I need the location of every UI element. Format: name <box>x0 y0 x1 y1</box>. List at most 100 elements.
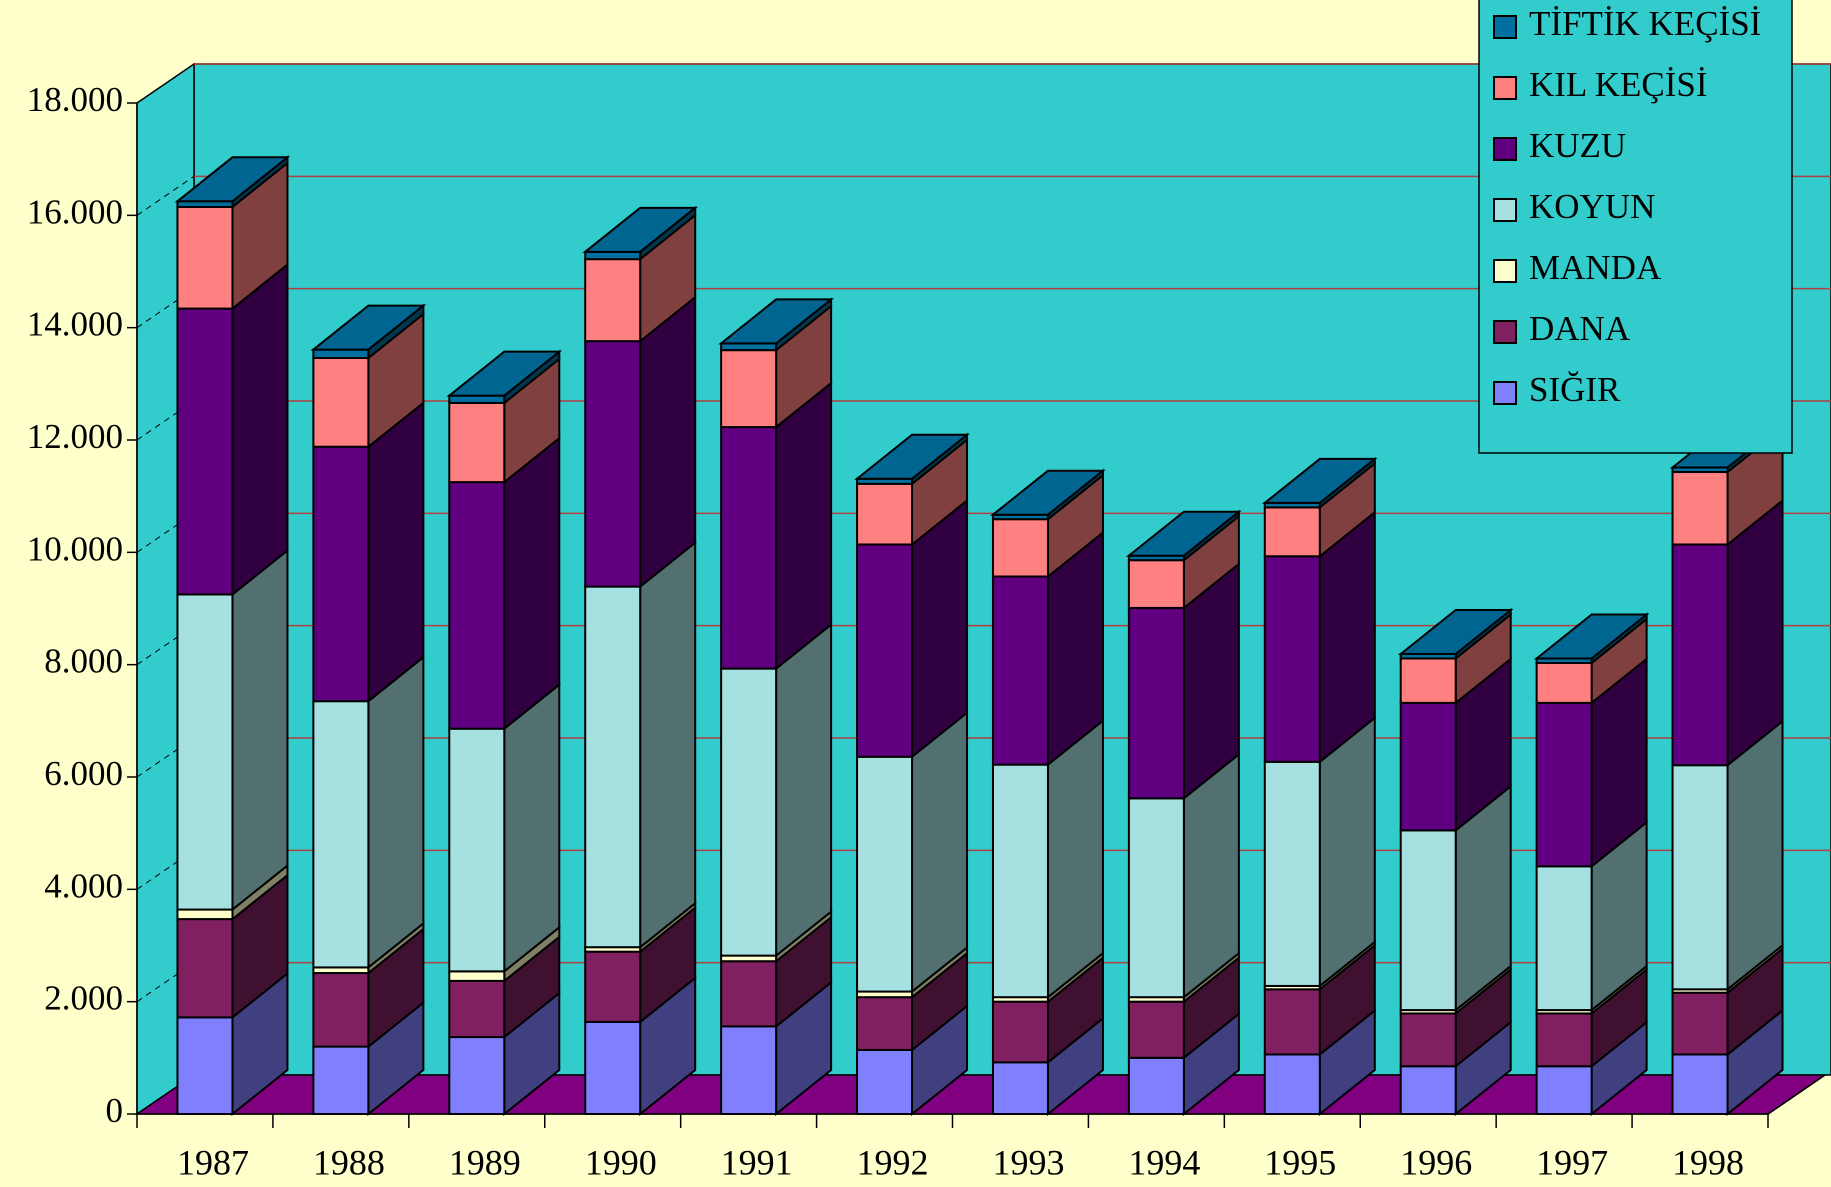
legend-swatch <box>1493 76 1517 100</box>
bar-side <box>367 400 425 704</box>
legend-label: MANDA <box>1529 248 1662 287</box>
bar <box>720 342 778 352</box>
bar <box>720 349 778 429</box>
bar-side <box>639 540 697 950</box>
bar <box>584 585 642 949</box>
bar <box>720 960 778 1028</box>
bar-top <box>174 156 291 203</box>
y-tick-label: 2.000 <box>44 979 123 1018</box>
y-tick-label: 6.000 <box>44 754 123 793</box>
bar <box>584 250 642 261</box>
bar <box>448 727 506 973</box>
x-tick-label: 1994 <box>1128 1142 1200 1182</box>
bar <box>1399 1065 1457 1115</box>
bar <box>856 996 914 1051</box>
bar <box>1399 1012 1457 1068</box>
y-tick-label: 0 <box>106 1091 124 1130</box>
bar-side <box>231 262 289 597</box>
bar <box>1127 559 1185 609</box>
bar-top <box>582 206 699 253</box>
bar-top <box>1397 608 1514 655</box>
bar <box>176 908 234 921</box>
x-tick-label: 1998 <box>1672 1142 1744 1182</box>
x-tick-label: 1988 <box>313 1142 385 1182</box>
bar <box>176 205 234 310</box>
bar-top <box>1126 510 1242 557</box>
bar <box>584 950 642 1023</box>
y-tick-label: 18.000 <box>27 80 123 119</box>
bar-side <box>1726 719 1784 992</box>
legend-label: TİFTİK KEÇİSİ <box>1529 4 1761 43</box>
bar-side <box>503 436 561 731</box>
bar <box>448 394 506 404</box>
x-tick-label: 1989 <box>449 1142 521 1182</box>
bar <box>448 979 506 1039</box>
bar <box>312 700 370 969</box>
x-tick-label: 1990 <box>585 1142 657 1182</box>
y-tick-label: 4.000 <box>44 866 123 905</box>
bar <box>856 543 914 758</box>
bar-top <box>854 433 970 480</box>
floor-edge <box>1767 1074 1826 1115</box>
bar-top <box>1261 457 1378 504</box>
legend-label: DANA <box>1529 309 1631 348</box>
x-tick-label: 1995 <box>1264 1142 1336 1182</box>
bar <box>856 755 914 993</box>
legend-swatch <box>1493 15 1517 39</box>
bar <box>720 667 778 957</box>
bar <box>1263 988 1321 1056</box>
x-tick-label: 1997 <box>1536 1142 1608 1182</box>
bar-side <box>1726 498 1784 768</box>
bar <box>176 593 234 911</box>
grid-line <box>136 63 195 104</box>
bar <box>991 518 1049 578</box>
bar <box>1127 1056 1185 1116</box>
bar <box>448 1036 506 1115</box>
bar <box>1671 764 1729 991</box>
bar <box>176 1016 234 1115</box>
bar <box>1399 701 1457 832</box>
bar <box>720 1025 778 1116</box>
bar <box>1263 760 1321 987</box>
bar <box>1535 1065 1593 1115</box>
bar <box>1535 1012 1593 1068</box>
bar <box>312 356 370 448</box>
bar <box>991 763 1049 999</box>
bar <box>1671 991 1729 1056</box>
bar <box>856 1048 914 1115</box>
bar <box>584 258 642 343</box>
legend-swatch <box>1493 137 1517 161</box>
bar <box>856 482 914 546</box>
y-tick-label: 12.000 <box>27 417 123 456</box>
bar <box>991 1000 1049 1064</box>
bar-side <box>775 381 833 671</box>
bar <box>448 970 506 982</box>
legend-swatch <box>1493 198 1517 222</box>
bar <box>312 1045 370 1115</box>
bar-side <box>1046 718 1104 1000</box>
bar <box>448 401 506 484</box>
bar-top <box>990 469 1106 516</box>
x-tick-label: 1993 <box>992 1142 1064 1182</box>
y-tick-label: 14.000 <box>27 305 123 344</box>
legend-label: SIĞIR <box>1529 370 1621 409</box>
bar <box>1535 701 1593 868</box>
bar <box>312 972 370 1048</box>
bar <box>1127 606 1185 800</box>
bar <box>1671 471 1729 546</box>
legend-label: KUZU <box>1529 126 1626 165</box>
bar <box>1535 865 1593 1012</box>
legend-swatch <box>1493 381 1517 405</box>
bar <box>1263 555 1321 763</box>
bar <box>720 426 778 670</box>
bar-side <box>1318 715 1376 989</box>
y-tick-label: 10.000 <box>27 529 123 568</box>
bar <box>312 445 370 703</box>
legend-label: KOYUN <box>1529 187 1655 226</box>
legend-box <box>1478 0 1793 454</box>
bar <box>584 1020 642 1115</box>
bar <box>991 1061 1049 1115</box>
bar <box>584 340 642 588</box>
grid-line <box>136 175 195 216</box>
bar <box>991 575 1049 766</box>
